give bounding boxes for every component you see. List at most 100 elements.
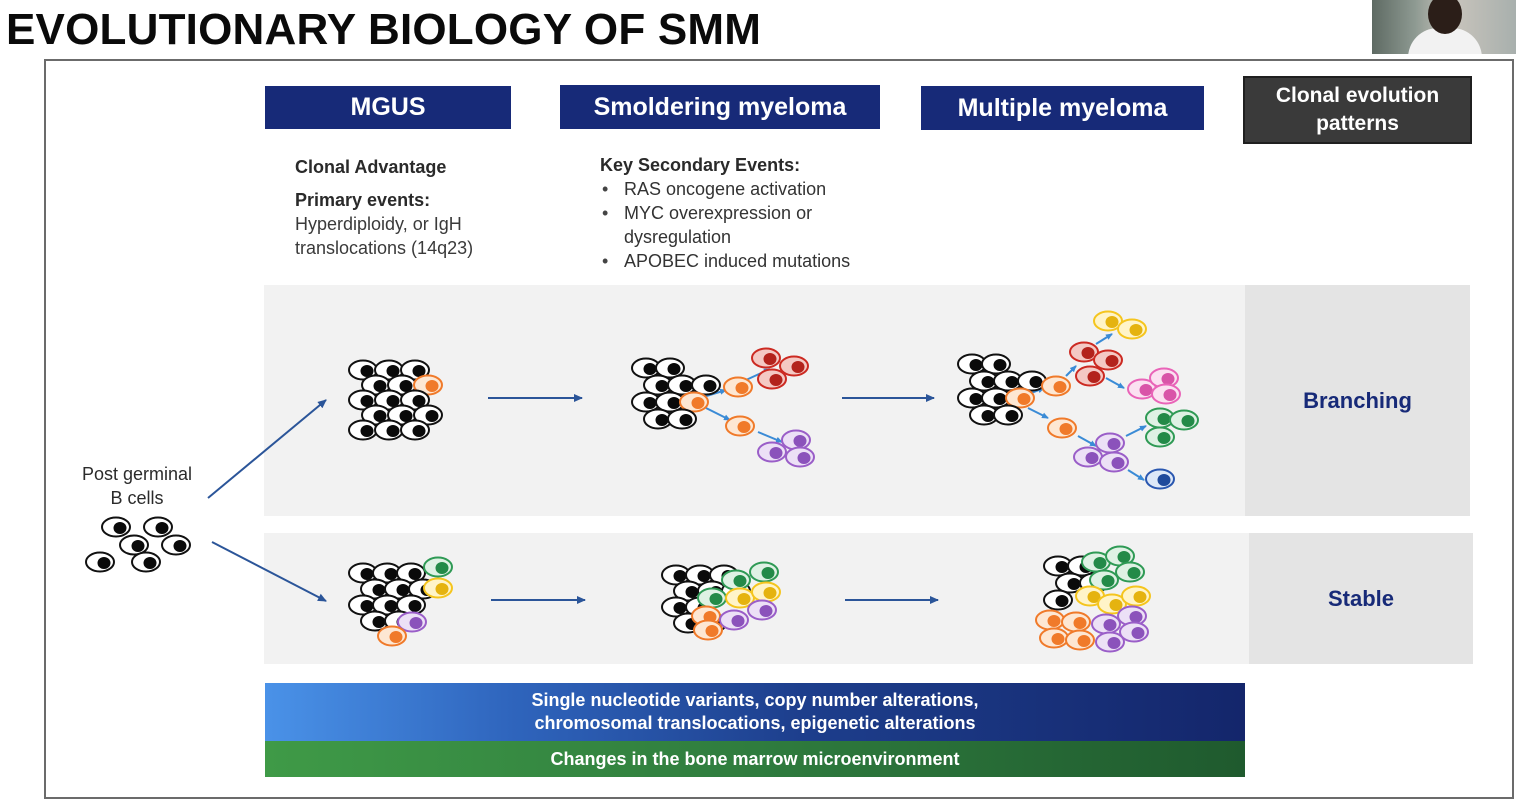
mm-red-clone-cell: [1069, 341, 1099, 363]
smm-stable-cell: [661, 564, 691, 586]
stable-pattern-box: Stable: [1249, 533, 1473, 664]
mgus-stable-cell: [396, 562, 426, 584]
mm-stable-clone-cell: [1117, 605, 1147, 627]
smm-branching-cell: [679, 391, 709, 413]
smm-red-clone-cell: [751, 347, 781, 369]
mm-stable-clone-cell: [1081, 551, 1111, 573]
smm-branching-cell: [631, 391, 661, 413]
smm-stable-clone-cell: [693, 619, 723, 641]
b-cell: [161, 534, 191, 556]
mgus-stable-clone-cell: [423, 556, 453, 578]
bullet-apobec: APOBEC induced mutations: [598, 249, 920, 273]
mgus-branching-cell: [400, 419, 430, 441]
mm-stable-clone-cell: [1035, 609, 1065, 631]
mm-stable-clone-cell: [1115, 561, 1145, 583]
mm-stable-clone-cell: [1121, 585, 1151, 607]
mgus-branching-cell: [348, 359, 378, 381]
mgus-stable-clone-cell: [397, 611, 427, 633]
mm-blue-clone-cell: [1145, 468, 1175, 490]
mm-stable-clone-cell: [1089, 569, 1119, 591]
key-secondary-events-label: Key Secondary Events:: [600, 155, 801, 175]
mm-red-clone-cell: [1075, 365, 1105, 387]
stage-header-mgus: MGUS: [265, 86, 511, 129]
mm-pink-clone-cell: [1127, 378, 1157, 400]
clonal-advantage-label: Clonal Advantage: [295, 157, 447, 177]
smm-red-clone-cell: [757, 368, 787, 390]
mgus-branching-cell: [400, 389, 430, 411]
smm-stable-clone-cell: [719, 609, 749, 631]
smm-stable-clone-cell: [747, 599, 777, 621]
mgus-stable-cell: [348, 594, 378, 616]
smm-stable-clone-cell: [721, 569, 751, 591]
bullet-myc-line-1: MYC overexpression or: [624, 203, 813, 223]
arrow-subclone: [1027, 407, 1049, 419]
mm-branching-clone-cell: [1041, 375, 1071, 397]
mm-yellow-clone-cell: [1117, 318, 1147, 340]
mm-green-clone-cell: [1169, 409, 1199, 431]
mm-stable-clone-cell: [1095, 631, 1125, 653]
mm-purple-clone-cell: [1073, 446, 1103, 468]
mm-branching-cell: [969, 370, 999, 392]
stage-header-smoldering-myeloma: Smoldering myeloma: [560, 85, 880, 129]
mgus-info: Clonal Advantage Primary events: Hyperdi…: [295, 155, 535, 260]
origin-label-line-1: Post germinal: [81, 464, 193, 484]
arrow-subclone: [1105, 377, 1125, 389]
primary-events-label: Primary events:: [295, 190, 431, 210]
mm-stable-clone-cell: [1039, 627, 1069, 649]
mgus-branching-cell: [374, 359, 404, 381]
smm-purple-clone-cell: [785, 446, 815, 468]
arrow-origin-to-stable: [211, 541, 327, 602]
genomic-alterations-bar: Single nucleotide variants, copy number …: [265, 683, 1245, 741]
arrow-subclone: [1065, 365, 1077, 377]
smm-purple-clone-cell: [757, 441, 787, 463]
mgus-branching-cell: [374, 419, 404, 441]
mm-branching-cell: [993, 404, 1023, 426]
mgus-stable-cell: [348, 562, 378, 584]
mm-pink-clone-cell: [1151, 383, 1181, 405]
mm-red-clone-cell: [1093, 349, 1123, 371]
bullet-myc: MYC overexpression or dysregulation: [598, 201, 920, 249]
mm-yellow-clone-cell: [1093, 310, 1123, 332]
arrow-subclone: [705, 407, 731, 421]
origin-label-line-2: B cells: [110, 488, 164, 508]
mgus-branching-cell: [374, 389, 404, 411]
microenvironment-bar: Changes in the bone marrow microenvironm…: [265, 741, 1245, 777]
mgus-branching-cell: [348, 419, 378, 441]
genomic-alterations-line-2: chromosomal translocations, epigenetic a…: [534, 713, 976, 733]
smm-purple-clone-cell: [781, 429, 811, 451]
genomic-alterations-line-1: Single nucleotide variants, copy number …: [531, 690, 979, 710]
mm-branching-cell: [981, 353, 1011, 375]
bullet-myc-line-2: dysregulation: [624, 227, 732, 247]
smm-branching-cell: [655, 391, 685, 413]
smoldering-info: Key Secondary Events: RAS oncogene activ…: [600, 153, 920, 273]
smm-branching-cell: [643, 408, 673, 430]
origin-label: Post germinal B cells: [70, 462, 204, 510]
bullet-ras: RAS oncogene activation: [598, 177, 920, 201]
mm-branching-clone-cell: [1047, 417, 1077, 439]
mm-branching-cell: [1005, 387, 1035, 409]
mm-stable-cell: [1043, 589, 1073, 611]
smm-stable-clone-cell: [751, 581, 781, 603]
mgus-branching-cell: [413, 374, 443, 396]
smm-branching-cell: [667, 408, 697, 430]
arrow-subclone: [1127, 469, 1145, 481]
smm-branching-clone-cell: [725, 415, 755, 437]
smm-stable-cell: [673, 580, 703, 602]
mm-branching-cell: [957, 353, 987, 375]
primary-events-line-1: Hyperdiploidy, or IgH: [295, 214, 462, 234]
mm-branching-cell: [957, 387, 987, 409]
mgus-branching-cell: [400, 359, 430, 381]
smm-branching-cell: [691, 374, 721, 396]
smm-stable-cell: [661, 596, 691, 618]
mm-purple-clone-cell: [1099, 451, 1129, 473]
stage-header-multiple-myeloma: Multiple myeloma: [921, 86, 1204, 130]
mm-green-clone-cell: [1145, 426, 1175, 448]
mm-stable-clone-cell: [1091, 613, 1121, 635]
arrow-subclone: [1125, 425, 1147, 437]
mm-stable-clone-cell: [1097, 593, 1127, 615]
b-cell: [143, 516, 173, 538]
arrow-subclone: [1095, 333, 1113, 345]
mm-stable-clone-cell: [1065, 629, 1095, 651]
mgus-stable-cell: [384, 578, 414, 600]
